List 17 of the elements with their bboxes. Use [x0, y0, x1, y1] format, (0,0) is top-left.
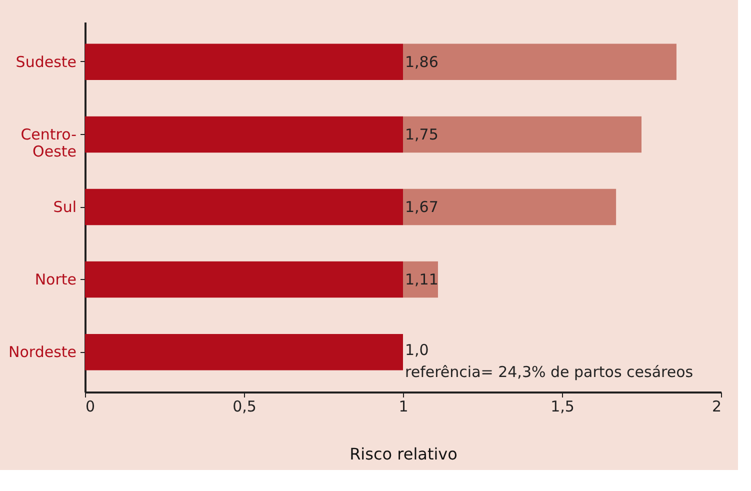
- x-tick-label: 1,5: [550, 398, 574, 416]
- y-tick-label: Centro-Oeste: [20, 125, 76, 160]
- x-tick-label: 1: [398, 398, 408, 416]
- total-label: 1,11: [405, 270, 438, 289]
- x-tick-label: 0,5: [232, 398, 256, 416]
- y-tick-label: Norte: [34, 270, 76, 289]
- x-tick-label: 2: [712, 398, 722, 416]
- total-label: 1,0: [405, 341, 429, 360]
- y-tick-label: Sudeste: [16, 52, 76, 71]
- y-tick-label: Nordeste: [8, 343, 76, 362]
- total-label: 1,67: [405, 198, 438, 216]
- x-axis-title: Risco relativo: [350, 444, 458, 464]
- total-label: 1,86: [405, 52, 438, 71]
- x-tick-label: 0: [86, 398, 96, 416]
- annotation: referência= 24,3% de partos cesáreos: [405, 363, 694, 382]
- total-label: 1,75: [405, 125, 438, 144]
- y-tick-label: Sul: [53, 198, 76, 216]
